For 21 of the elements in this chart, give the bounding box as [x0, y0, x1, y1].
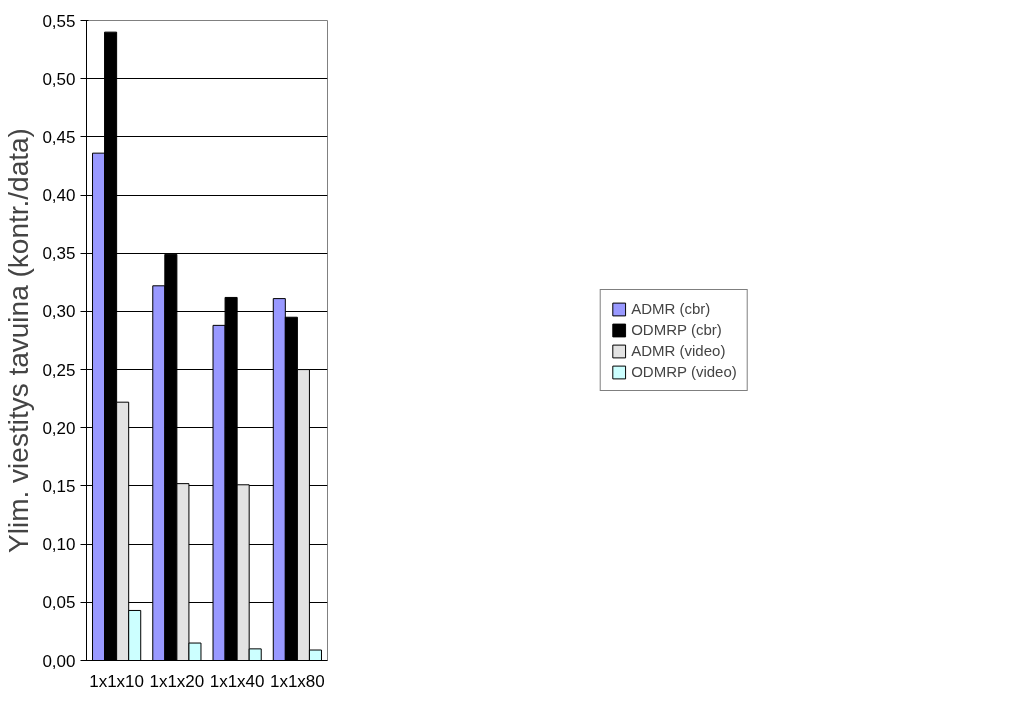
x-tick-label: 1x1x40	[209, 671, 265, 691]
y-tick-label: 0,50	[42, 69, 76, 89]
x-tick-label: 1x1x10	[89, 671, 145, 691]
x-tick-label: 1x1x80	[269, 671, 325, 691]
x-tick-label: 1x1x20	[149, 671, 205, 691]
y-tick-label: 0,30	[42, 302, 76, 322]
y-tick-label: 0,35	[42, 244, 76, 264]
y-tick-label: 0,10	[42, 535, 76, 555]
y-tick-label: 0,00	[42, 651, 76, 671]
y-axis-title: Ylim. viestitys tavuina (kontr./data)	[3, 128, 35, 553]
y-tick-label: 0,15	[42, 476, 76, 496]
y-tick-label: 0,45	[42, 127, 76, 147]
y-tick-label: 0,25	[42, 360, 76, 380]
legend-label: ODMRP (cbr)	[631, 321, 722, 338]
legend-label: ADMR (cbr)	[631, 300, 711, 317]
y-tick-label: 0,55	[42, 11, 76, 31]
legend-label: ADMR (video)	[631, 342, 726, 359]
legend-label: ODMRP (video)	[631, 363, 737, 380]
y-tick-label: 0,20	[42, 418, 76, 438]
y-tick-label: 0,05	[42, 593, 76, 613]
y-tick-label: 0,40	[42, 186, 76, 206]
